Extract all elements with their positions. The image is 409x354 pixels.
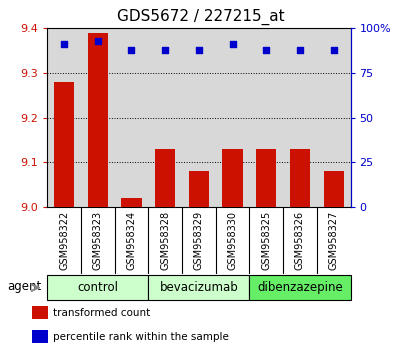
FancyBboxPatch shape [148, 275, 249, 300]
Text: GSM958330: GSM958330 [227, 211, 237, 270]
Text: bevacizumab: bevacizumab [159, 281, 238, 294]
Point [195, 47, 202, 53]
Text: GSM958326: GSM958326 [294, 211, 304, 270]
Point [229, 41, 235, 47]
Bar [256, 149, 276, 207]
Bar [88, 33, 108, 207]
Text: transformed count: transformed count [53, 308, 151, 318]
Text: agent: agent [7, 280, 41, 293]
Bar [289, 149, 309, 207]
Point [61, 41, 67, 47]
Point [262, 47, 269, 53]
Text: GDS5672 / 227215_at: GDS5672 / 227215_at [117, 9, 284, 25]
Text: GSM958323: GSM958323 [92, 211, 103, 270]
Bar [121, 198, 141, 207]
Point [296, 47, 303, 53]
Bar [188, 171, 209, 207]
Text: dibenzazepine: dibenzazepine [256, 281, 342, 294]
Text: GSM958322: GSM958322 [59, 211, 69, 270]
Bar [32, 330, 48, 343]
Bar [32, 306, 48, 319]
Text: GSM958329: GSM958329 [193, 211, 203, 270]
Text: GSM958327: GSM958327 [328, 211, 338, 270]
Point [330, 47, 336, 53]
FancyBboxPatch shape [47, 275, 148, 300]
Text: percentile rank within the sample: percentile rank within the sample [53, 332, 229, 342]
Text: GSM958324: GSM958324 [126, 211, 136, 270]
FancyBboxPatch shape [249, 275, 350, 300]
Point [94, 38, 101, 44]
Bar [222, 149, 242, 207]
Point [128, 47, 135, 53]
Text: GSM958325: GSM958325 [261, 211, 271, 270]
Text: GSM958328: GSM958328 [160, 211, 170, 270]
Bar [54, 82, 74, 207]
Bar [155, 149, 175, 207]
Bar [323, 171, 343, 207]
Point [162, 47, 168, 53]
Text: control: control [77, 281, 118, 294]
